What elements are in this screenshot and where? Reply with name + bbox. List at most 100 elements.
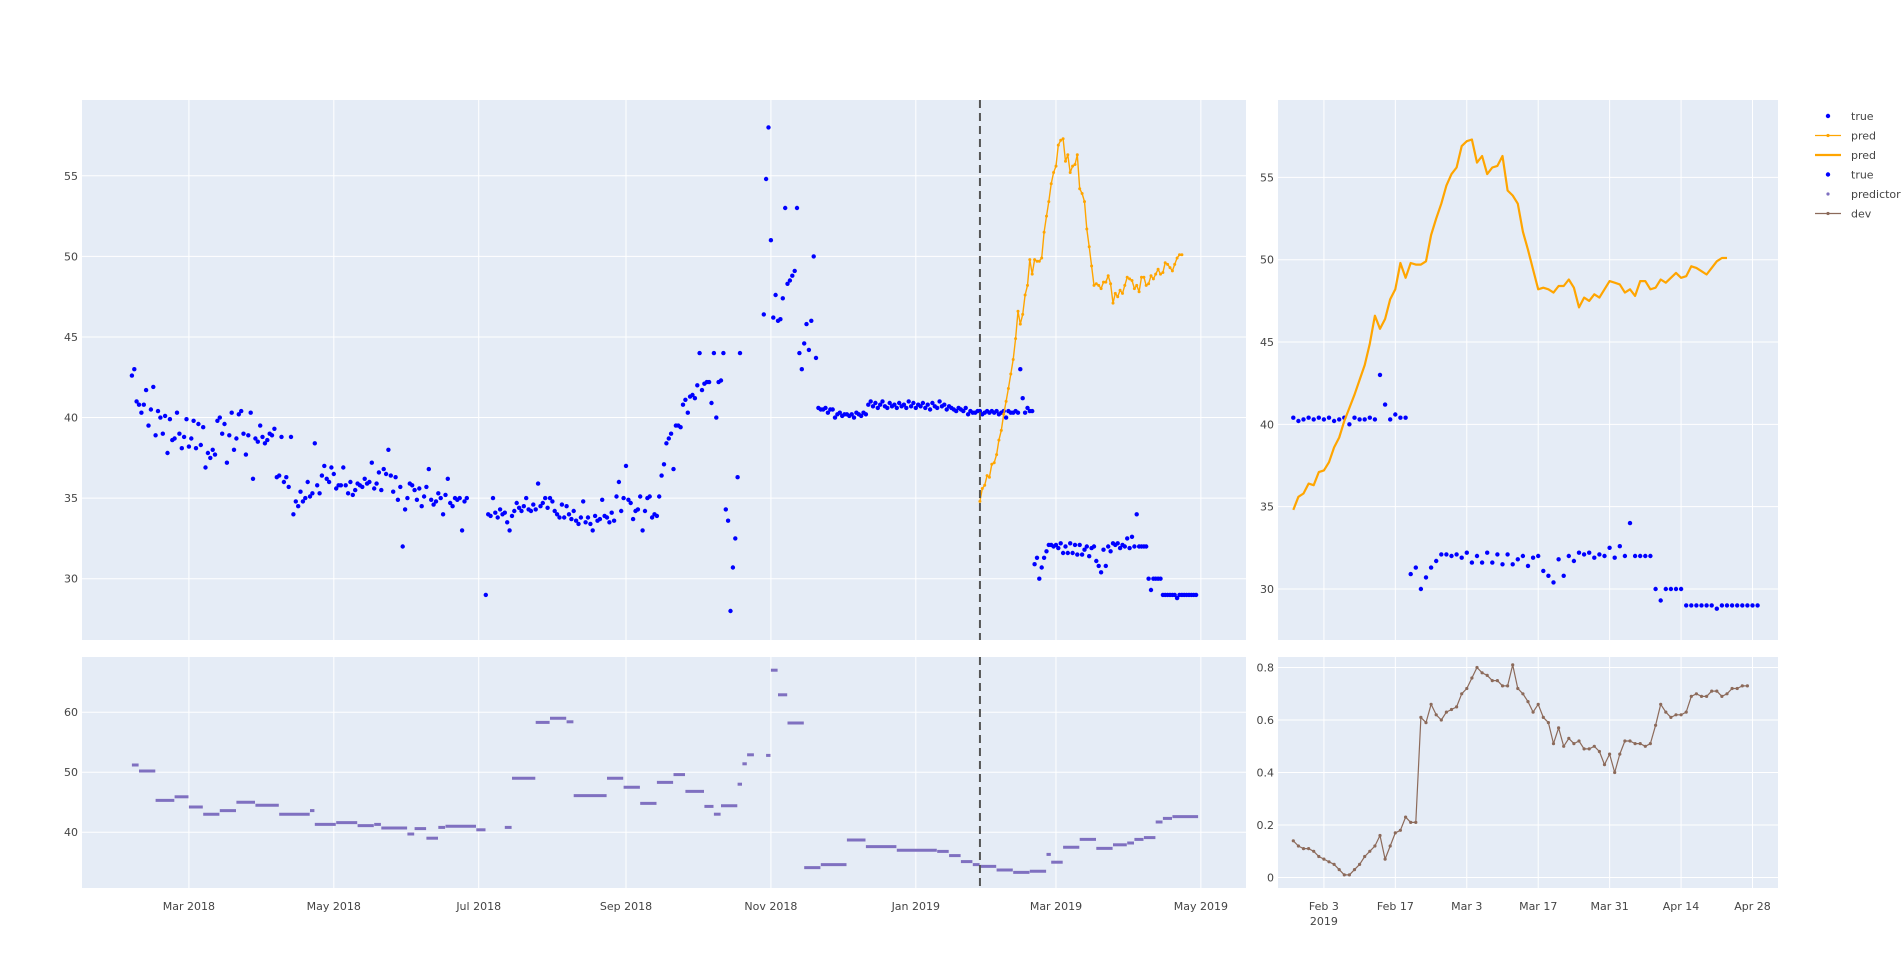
zoom-true-point (1393, 412, 1398, 417)
true-point (509, 513, 515, 519)
zoom-true-point (1331, 418, 1337, 424)
true-point (288, 434, 294, 440)
dev-point (1592, 744, 1596, 748)
dev-point (1684, 710, 1688, 714)
x-tick-label: Apr 28 (1734, 900, 1771, 913)
zoom-true-point (1291, 415, 1296, 420)
dev-point (1485, 673, 1489, 678)
x-tick-label: Mar 31 (1591, 900, 1629, 913)
dev-point (1414, 820, 1418, 825)
zoom-true-point (1428, 565, 1434, 570)
true-point (141, 402, 146, 407)
true-point (177, 431, 182, 436)
true-point (1025, 405, 1030, 411)
true-point (911, 400, 916, 406)
pred-point (1137, 290, 1141, 294)
zoom-true-point (1490, 560, 1495, 565)
y-tick-label: 45 (64, 331, 78, 344)
zoom-true-point (1311, 417, 1316, 422)
true-point (552, 508, 557, 514)
true-point (692, 396, 698, 401)
legend[interactable]: true pred pred true predictor dev (1815, 110, 1901, 221)
zoom-true-point (1500, 562, 1505, 567)
legend-item-dev[interactable]: dev (1815, 208, 1872, 221)
true-point (203, 465, 208, 470)
true-point (269, 433, 275, 438)
dev-point (1623, 739, 1627, 743)
zoom-true-point (1337, 417, 1342, 422)
pred-point (997, 438, 1001, 442)
zoom-true-point (1602, 553, 1607, 559)
legend-item-true[interactable]: true (1825, 169, 1874, 182)
legend-item-predictor[interactable]: predictor (1826, 188, 1901, 201)
dev-point (1296, 844, 1300, 848)
true-point (880, 399, 885, 404)
legend-item-true[interactable]: true (1825, 110, 1874, 123)
pred-point (1011, 358, 1015, 361)
true-point (1032, 562, 1037, 567)
zoom-true-point (1418, 586, 1424, 592)
true-point (735, 475, 740, 480)
true-point (443, 492, 448, 498)
true-point (1041, 555, 1047, 560)
true-point (350, 492, 355, 498)
true-point (1122, 544, 1128, 549)
true-point (647, 494, 652, 499)
legend-item-pred[interactable]: pred (1815, 149, 1876, 162)
true-point (804, 321, 809, 327)
true-point (1072, 542, 1078, 548)
true-point (1037, 576, 1042, 581)
zoom-true-point (1546, 573, 1551, 578)
pred-point (1061, 137, 1065, 141)
true-point (913, 405, 918, 411)
dev-point (1541, 715, 1545, 720)
true-point (524, 495, 529, 501)
true-point (728, 608, 733, 614)
legend-item-pred[interactable]: pred (1815, 130, 1876, 143)
true-point (326, 479, 332, 485)
true-point (623, 463, 629, 469)
pred-point (1085, 227, 1089, 231)
dev-point (1429, 702, 1433, 706)
true-point (837, 410, 842, 415)
true-point (531, 502, 536, 507)
true-point (954, 408, 959, 414)
true-point (369, 460, 374, 465)
true-point (1075, 552, 1080, 557)
x-tick-label: Apr 14 (1663, 900, 1700, 913)
true-point (1015, 410, 1021, 415)
zoom-true-point (1347, 422, 1352, 427)
zoom-true-point (1750, 603, 1755, 608)
true-point (614, 494, 619, 499)
true-point (393, 475, 398, 480)
legend-label: true (1851, 110, 1874, 123)
true-point (1108, 549, 1113, 554)
dev-point (1317, 854, 1321, 859)
true-point (419, 504, 424, 509)
pred-point (1006, 387, 1010, 390)
x-tick-label: Mar 17 (1519, 900, 1557, 913)
true-point (576, 521, 581, 527)
true-point (535, 481, 541, 486)
zoom-pred-series (1292, 138, 1727, 511)
true-point (253, 436, 258, 441)
dev-point (1495, 679, 1499, 683)
true-point (783, 205, 788, 211)
pred-point (1045, 214, 1048, 218)
legend-marker (1825, 113, 1831, 119)
pred-point (1116, 295, 1120, 299)
true-point (904, 405, 909, 411)
pred-point (1078, 187, 1082, 191)
true-point (303, 495, 308, 501)
pred-point (1118, 288, 1122, 292)
true-point (965, 412, 971, 417)
true-point (139, 410, 144, 415)
true-point (186, 444, 192, 449)
true-point (239, 408, 244, 414)
true-point (132, 367, 137, 372)
true-point (379, 487, 384, 493)
y-tick-label: 30 (64, 573, 78, 586)
dev-point (1511, 663, 1515, 667)
pred-point (1099, 287, 1103, 291)
zoom-true-point (1607, 545, 1612, 550)
